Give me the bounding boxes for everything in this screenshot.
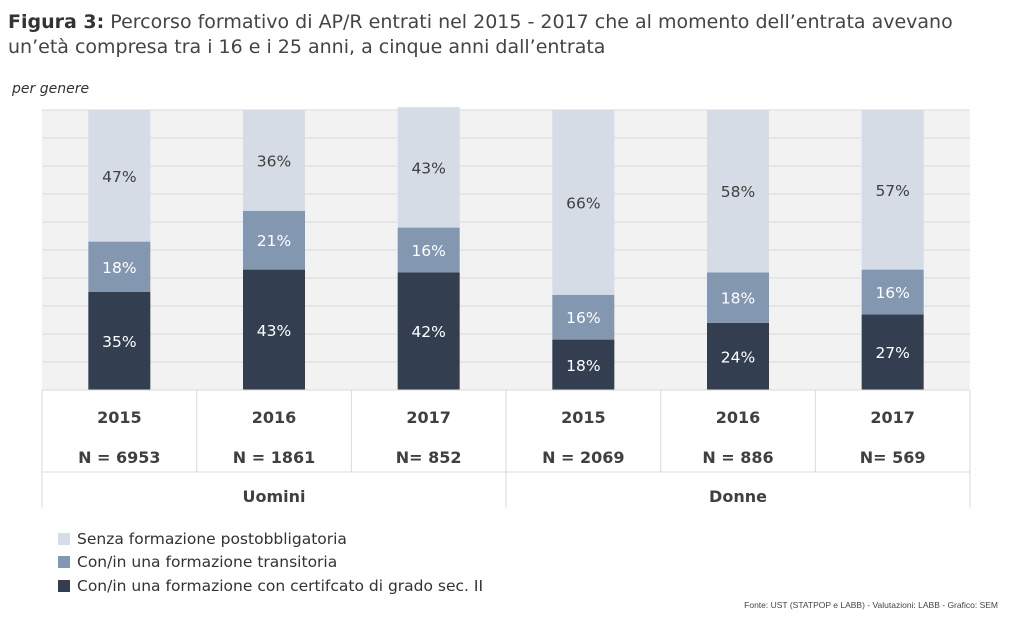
data-label: 18% — [566, 357, 600, 375]
sample-size-label: N = 2069 — [542, 448, 624, 467]
bar-segment — [552, 339, 615, 390]
legend-swatch — [58, 556, 70, 569]
bar-segment — [552, 294, 615, 340]
data-label: 21% — [257, 232, 291, 250]
sample-size-label: N= 569 — [860, 448, 926, 467]
bar-segment — [397, 107, 460, 228]
data-label: 16% — [566, 309, 600, 327]
data-label: 18% — [721, 290, 755, 308]
legend-label: Con/in una formazione transitoria — [77, 553, 338, 572]
chart-subtitle: per genere — [12, 81, 90, 97]
bar-segment — [707, 110, 769, 273]
bar-segment — [243, 210, 305, 270]
data-label: 24% — [721, 348, 755, 366]
legend-label: Senza formazione postobbligatoria — [77, 529, 347, 548]
bar-segment — [88, 241, 151, 292]
x-tick-label: 2015 — [97, 408, 142, 427]
sample-size-label: N= 852 — [396, 448, 462, 467]
data-label: 43% — [257, 322, 291, 340]
bar-segment — [88, 292, 151, 390]
sample-size-label: N = 886 — [702, 448, 773, 467]
bar-segment — [861, 110, 924, 270]
group-label: Uomini — [242, 487, 305, 506]
stacked-bar-chart: 35% 18% 47% 43% 21% 36% 42% 16% 43% 18% 16% 66% 24% 1… — [41, 107, 971, 508]
bar-segment — [397, 227, 460, 273]
data-label: 57% — [875, 182, 909, 200]
data-label: 16% — [875, 284, 909, 302]
legend-item: Con/in una formazione transitoria — [58, 551, 483, 575]
bar-segment — [707, 322, 769, 390]
data-label: 16% — [411, 242, 445, 260]
bar-segment — [707, 272, 769, 323]
data-label: 66% — [566, 194, 600, 212]
legend-swatch — [58, 532, 70, 545]
bar-segment — [88, 110, 151, 242]
chart-legend: Senza formazione postobbligatoria Con/in … — [58, 527, 483, 598]
source-note: Fonte: UST (STATPOP e LABB) - Valutazion… — [744, 600, 998, 610]
legend-item: Senza formazione postobbligatoria — [58, 527, 483, 551]
legend-item: Con/in una formazione con certifcato di … — [58, 574, 483, 598]
data-label: 58% — [721, 183, 755, 201]
legend-label: Con/in una formazione con certifcato di … — [77, 576, 484, 595]
bar-segment — [861, 269, 924, 315]
x-tick-label: 2016 — [716, 408, 761, 427]
data-label: 18% — [102, 259, 136, 277]
data-label: 35% — [102, 333, 136, 351]
data-label: 47% — [102, 168, 136, 186]
bar-segment — [397, 272, 460, 390]
bar-segment — [243, 110, 305, 211]
x-tick-label: 2017 — [870, 408, 915, 427]
bar-segment — [243, 269, 305, 390]
data-label: 42% — [411, 323, 445, 341]
bar-segment — [861, 314, 924, 390]
x-tick-label: 2016 — [252, 408, 297, 427]
sample-size-label: N = 1861 — [233, 448, 315, 467]
group-label: Donne — [709, 487, 767, 506]
figure-number: Figura 3: — [8, 11, 105, 33]
data-label: 27% — [875, 344, 909, 362]
x-tick-label: 2015 — [561, 408, 606, 427]
data-label: 36% — [257, 152, 291, 170]
x-tick-label: 2017 — [406, 408, 451, 427]
data-label: 43% — [411, 159, 445, 177]
legend-swatch — [58, 579, 70, 592]
sample-size-label: N = 6953 — [78, 448, 160, 467]
bar-segment — [552, 110, 615, 295]
chart-title: Figura 3: Percorso formativo di AP/R ent… — [8, 10, 1008, 60]
title-text: Percorso formativo di AP/R entrati nel 2… — [8, 11, 953, 58]
